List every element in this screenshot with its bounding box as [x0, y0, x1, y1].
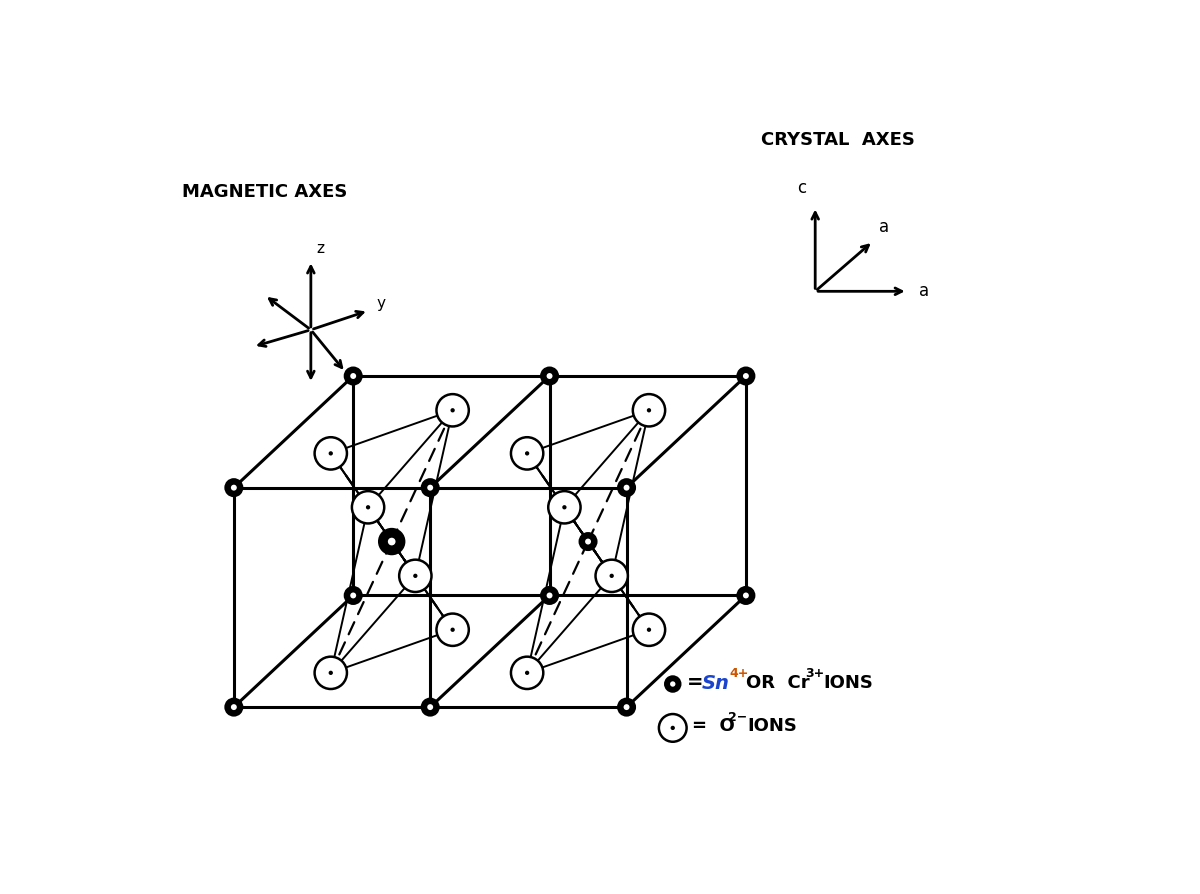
Text: CRYSTAL  AXES: CRYSTAL AXES [761, 131, 916, 149]
Circle shape [610, 574, 614, 578]
Text: 2−: 2− [728, 711, 748, 723]
Circle shape [595, 560, 628, 592]
Text: a: a [880, 218, 889, 236]
Circle shape [230, 485, 236, 491]
Circle shape [659, 714, 686, 742]
Circle shape [546, 593, 552, 598]
Circle shape [344, 587, 361, 604]
Text: z: z [317, 240, 324, 256]
Circle shape [427, 485, 433, 491]
Circle shape [548, 491, 581, 524]
Circle shape [671, 726, 674, 730]
Text: y: y [377, 296, 385, 311]
Circle shape [344, 367, 361, 384]
Text: c: c [797, 180, 806, 198]
Circle shape [437, 613, 469, 645]
Circle shape [541, 587, 558, 604]
Circle shape [511, 657, 544, 689]
Circle shape [350, 593, 356, 598]
Circle shape [586, 538, 592, 544]
Circle shape [524, 451, 529, 456]
Text: MAGNETIC AXES: MAGNETIC AXES [182, 183, 347, 201]
Circle shape [350, 373, 356, 379]
Circle shape [314, 657, 347, 689]
Circle shape [400, 560, 432, 592]
Circle shape [379, 529, 404, 554]
Circle shape [546, 373, 552, 379]
Circle shape [647, 628, 652, 632]
Circle shape [743, 373, 749, 379]
Circle shape [226, 698, 242, 715]
Circle shape [388, 537, 396, 545]
Circle shape [743, 593, 749, 598]
Text: 3+: 3+ [805, 667, 824, 679]
Circle shape [437, 394, 469, 426]
Circle shape [352, 491, 384, 524]
Circle shape [450, 628, 455, 632]
Text: x: x [349, 369, 359, 384]
Circle shape [427, 704, 433, 710]
Circle shape [413, 574, 418, 578]
Circle shape [450, 409, 455, 412]
Circle shape [738, 367, 755, 384]
Circle shape [618, 479, 635, 496]
Text: IONS: IONS [823, 674, 872, 692]
Text: a: a [919, 283, 929, 300]
Circle shape [580, 533, 596, 550]
Circle shape [226, 479, 242, 496]
Text: OR  Cr: OR Cr [746, 674, 810, 692]
Circle shape [632, 394, 665, 426]
Circle shape [665, 676, 680, 692]
Circle shape [541, 367, 558, 384]
Circle shape [738, 587, 755, 604]
Text: =: = [686, 673, 703, 692]
Circle shape [421, 479, 439, 496]
Circle shape [421, 698, 439, 715]
Circle shape [632, 613, 665, 645]
Text: =  O: = O [692, 717, 734, 736]
Circle shape [511, 437, 544, 469]
Text: Sn: Sn [702, 674, 730, 693]
Circle shape [618, 698, 635, 715]
Circle shape [624, 704, 630, 710]
Circle shape [647, 409, 652, 412]
Circle shape [230, 704, 236, 710]
Circle shape [524, 670, 529, 675]
Text: 4+: 4+ [728, 667, 749, 679]
Circle shape [670, 681, 676, 687]
Text: IONS: IONS [748, 717, 797, 736]
Circle shape [563, 505, 566, 510]
Circle shape [329, 670, 332, 675]
Circle shape [329, 451, 332, 456]
Circle shape [314, 437, 347, 469]
Circle shape [366, 505, 371, 510]
Circle shape [624, 485, 630, 491]
